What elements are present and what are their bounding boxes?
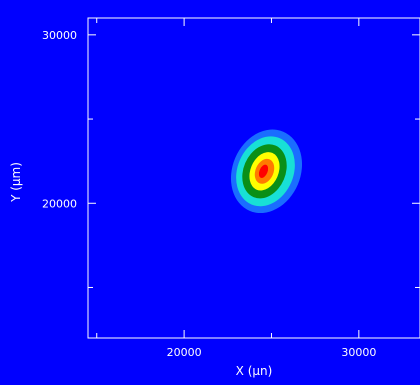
contour-layer xyxy=(230,129,303,214)
x-tick-label-20000: 20000 xyxy=(167,346,202,359)
x-tick-label-30000: 30000 xyxy=(341,346,376,359)
plot-frame xyxy=(87,17,420,339)
y-tick-label-30000: 30000 xyxy=(42,29,77,42)
tick-layer: 20000 30000 20000 30000 xyxy=(42,18,420,359)
contour-level-6 xyxy=(258,164,269,178)
y-tick-label-20000: 20000 xyxy=(42,197,77,210)
x-axis-label: X (µn) xyxy=(236,364,273,378)
y-axis-label: Y (µm) xyxy=(9,162,23,203)
